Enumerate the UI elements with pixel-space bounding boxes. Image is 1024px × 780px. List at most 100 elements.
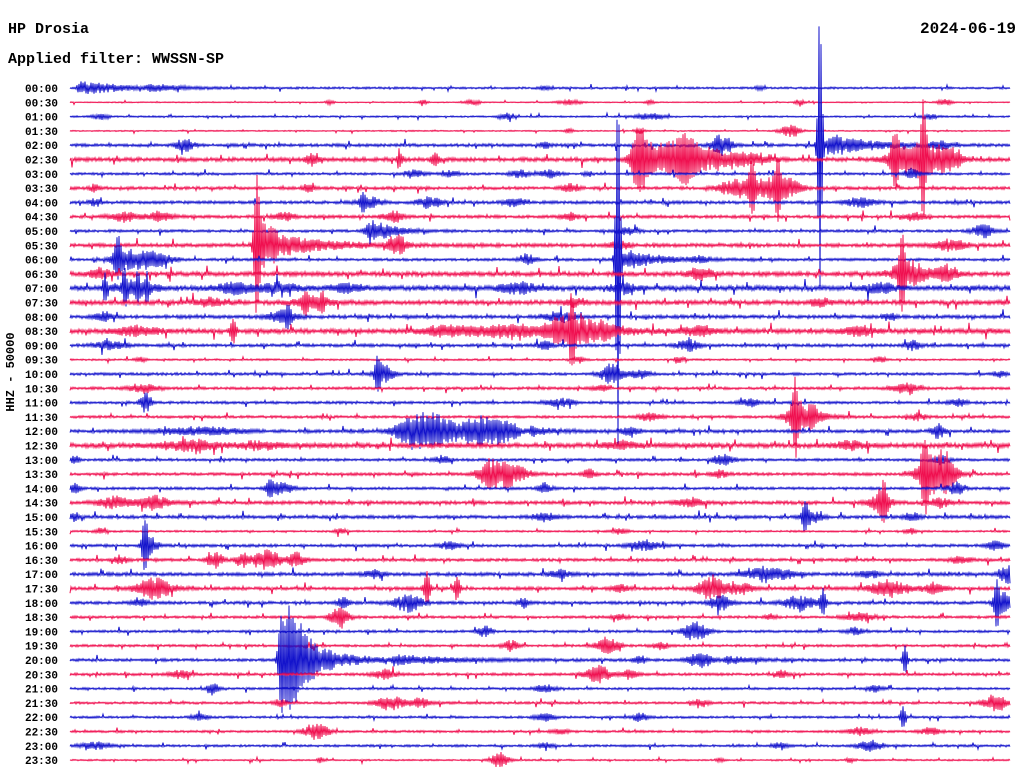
trace-row-07:00	[69, 267, 1011, 307]
trace-row-18:00	[69, 579, 1011, 627]
time-label-15:30: 15:30	[25, 527, 58, 539]
time-label-13:30: 13:30	[25, 470, 58, 482]
trace-row-10:00	[69, 355, 1011, 392]
trace-row-17:00	[69, 565, 1011, 584]
time-label-18:30: 18:30	[25, 613, 58, 625]
time-label-00:00: 00:00	[25, 84, 58, 96]
trace-row-11:00	[69, 392, 1011, 413]
trace-row-08:30	[69, 293, 1011, 366]
time-label-06:30: 06:30	[25, 270, 58, 282]
trace-row-20:00	[69, 605, 1011, 713]
trace-row-03:30	[69, 157, 1011, 222]
time-label-21:00: 21:00	[25, 685, 58, 697]
trace-row-14:00	[69, 479, 1011, 498]
time-label-19:30: 19:30	[25, 642, 58, 654]
trace-row-21:00	[69, 683, 1011, 696]
time-label-20:30: 20:30	[25, 670, 58, 682]
trace-row-12:30	[69, 436, 1011, 455]
time-label-02:30: 02:30	[25, 156, 58, 168]
time-label-09:30: 09:30	[25, 356, 58, 368]
trace-row-14:30	[69, 479, 1011, 523]
trace-row-06:00	[69, 119, 1011, 450]
trace-row-13:00	[69, 453, 1011, 466]
trace-row-22:00	[69, 706, 1011, 727]
time-label-04:00: 04:00	[25, 198, 58, 210]
time-label-07:00: 07:00	[25, 284, 58, 296]
time-label-11:00: 11:00	[25, 399, 58, 411]
time-label-19:00: 19:00	[25, 627, 58, 639]
trace-row-08:00	[69, 304, 1011, 330]
time-label-14:30: 14:30	[25, 499, 58, 511]
trace-row-16:00	[69, 520, 1011, 570]
trace-row-05:00	[69, 220, 1011, 245]
trace-row-00:30	[69, 98, 1011, 107]
time-label-10:30: 10:30	[25, 384, 58, 396]
time-label-02:00: 02:00	[25, 141, 58, 153]
time-label-12:30: 12:30	[25, 442, 58, 454]
time-label-11:30: 11:30	[25, 413, 58, 425]
time-label-17:00: 17:00	[25, 570, 58, 582]
time-label-17:30: 17:30	[25, 585, 58, 597]
time-label-04:30: 04:30	[25, 213, 58, 225]
time-label-12:00: 12:00	[25, 427, 58, 439]
trace-row-15:30	[69, 526, 1011, 537]
time-label-08:30: 08:30	[25, 327, 58, 339]
record-date: 2024-06-19	[919, 20, 1016, 38]
time-label-21:30: 21:30	[25, 699, 58, 711]
trace-row-11:30	[69, 376, 1011, 458]
time-label-13:00: 13:00	[25, 456, 58, 468]
time-label-23:00: 23:00	[25, 742, 58, 754]
trace-row-02:00	[69, 26, 1011, 287]
time-label-03:30: 03:30	[25, 184, 58, 196]
trace-row-21:30	[69, 694, 1011, 712]
trace-row-10:30	[69, 382, 1011, 396]
trace-row-09:30	[69, 355, 1011, 365]
time-label-03:00: 03:00	[25, 170, 58, 182]
trace-row-15:00	[69, 500, 1011, 532]
trace-row-07:30	[69, 290, 1011, 316]
trace-row-09:00	[69, 337, 1011, 355]
time-label-22:00: 22:00	[25, 713, 58, 725]
time-label-20:00: 20:00	[25, 656, 58, 668]
applied-filter-label: Applied filter: WWSSN-SP	[8, 51, 225, 68]
trace-row-04:30	[69, 210, 1011, 223]
time-label-00:30: 00:30	[25, 98, 58, 110]
trace-row-13:30	[69, 439, 1011, 515]
trace-row-18:30	[69, 607, 1011, 629]
trace-row-03:00	[69, 167, 1011, 179]
time-label-23:30: 23:30	[25, 756, 58, 768]
trace-row-12:00	[69, 412, 1011, 450]
trace-row-01:00	[69, 111, 1011, 123]
trace-row-17:30	[69, 571, 1011, 605]
channel-scale-label: HHZ - 50000	[4, 332, 18, 411]
trace-row-20:30	[69, 664, 1011, 684]
time-label-01:30: 01:30	[25, 127, 58, 139]
time-label-18:00: 18:00	[25, 599, 58, 611]
trace-row-23:00	[69, 739, 1011, 752]
time-label-16:00: 16:00	[25, 542, 58, 554]
time-label-05:30: 05:30	[25, 241, 58, 253]
station-name: HP Drosia	[8, 21, 90, 38]
time-label-16:30: 16:30	[25, 556, 58, 568]
time-label-09:00: 09:00	[25, 341, 58, 353]
trace-row-01:30	[69, 124, 1011, 137]
trace-row-04:00	[69, 191, 1011, 213]
time-label-08:00: 08:00	[25, 313, 58, 325]
trace-row-06:30	[69, 234, 1011, 312]
trace-row-22:30	[69, 723, 1011, 740]
time-label-10:00: 10:00	[25, 370, 58, 382]
trace-row-19:00	[69, 621, 1011, 641]
trace-row-00:00	[69, 81, 1011, 94]
time-label-15:00: 15:00	[25, 513, 58, 525]
trace-row-02:30	[69, 99, 1011, 215]
time-label-14:00: 14:00	[25, 484, 58, 496]
trace-row-23:30	[69, 751, 1011, 767]
time-label-01:00: 01:00	[25, 113, 58, 125]
trace-row-19:30	[69, 636, 1011, 654]
trace-row-16:30	[69, 549, 1011, 570]
time-label-06:00: 06:00	[25, 256, 58, 268]
time-label-05:00: 05:00	[25, 227, 58, 239]
time-label-07:30: 07:30	[25, 299, 58, 311]
